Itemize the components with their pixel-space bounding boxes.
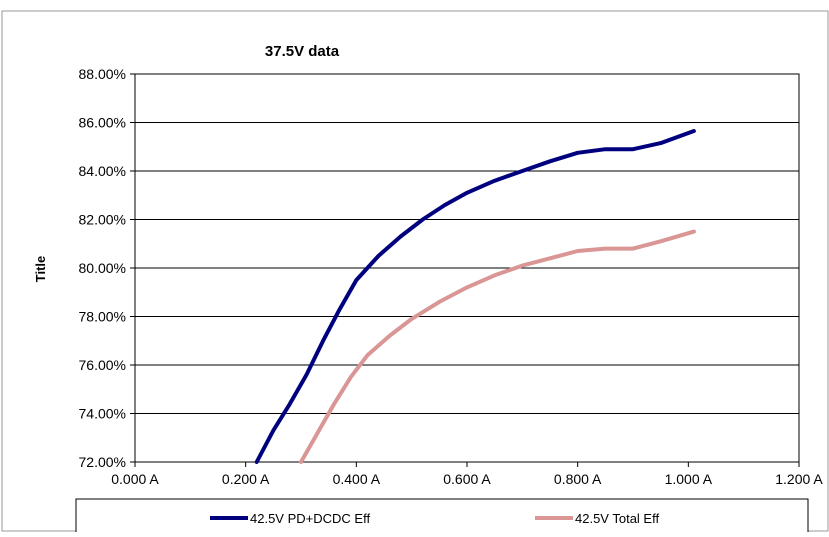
y-tick-label: 86.00%	[79, 115, 126, 131]
y-axis-label: Title	[33, 256, 48, 283]
y-tick-label: 84.00%	[79, 163, 126, 179]
x-tick-label: 0.400 A	[333, 471, 381, 487]
chart-title: 37.5V data	[265, 43, 340, 60]
y-tick-label: 74.00%	[79, 406, 126, 422]
x-tick-label: 0.200 A	[222, 471, 270, 487]
series-lines	[254, 129, 696, 464]
x-tick-label: 1.000 A	[665, 471, 713, 487]
y-tick-label: 88.00%	[79, 66, 126, 82]
legend: 42.5V PD+DCDC Eff 42.5V Total Eff	[75, 498, 809, 534]
x-tick-label: 1.200 A	[775, 471, 823, 487]
x-axis: 0.000 A 0.200 A 0.400 A 0.600 A 0.800 A 1.000…	[111, 462, 823, 487]
series-line-0	[254, 129, 696, 464]
legend-box	[75, 498, 809, 534]
x-tick-label: 0.600 A	[443, 471, 491, 487]
y-tick-label: 82.00%	[79, 212, 126, 228]
y-axis: 72.00% 74.00% 76.00% 78.00% 80.00% 82.00% 84.0…	[79, 66, 135, 470]
x-tick-label: 0.000 A	[111, 471, 159, 487]
y-tick-label: 78.00%	[79, 309, 126, 325]
legend-label-total-eff: 42.5V Total Eff	[575, 511, 659, 526]
y-tick-label: 80.00%	[79, 260, 126, 276]
chart-border	[1, 10, 829, 532]
y-tick-label: 76.00%	[79, 357, 126, 373]
series-line-1	[299, 229, 696, 464]
x-tick-label: 0.800 A	[554, 471, 602, 487]
y-tick-label: 72.00%	[79, 454, 126, 470]
legend-label-pd-dcdc: 42.5V PD+DCDC Eff	[250, 511, 370, 526]
